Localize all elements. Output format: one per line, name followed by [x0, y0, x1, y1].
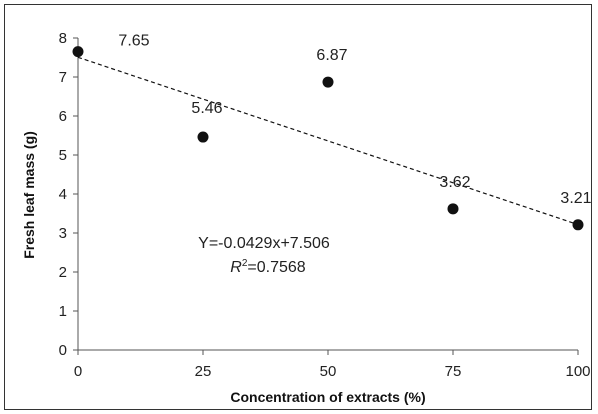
- y-tick-label: 4: [59, 186, 67, 203]
- chart-frame: [4, 4, 592, 410]
- x-tick-label: 0: [74, 363, 82, 380]
- data-label: 7.65: [118, 33, 149, 50]
- data-point: [572, 219, 584, 231]
- r-squared-superscript: 2: [242, 258, 248, 269]
- y-tick-label: 3: [59, 225, 67, 242]
- data-point: [72, 46, 84, 58]
- data-point: [447, 203, 459, 215]
- trendline-group: [77, 56, 579, 226]
- y-tick-label: 8: [59, 30, 67, 47]
- y-tick-label: 6: [59, 108, 67, 125]
- axes: 0 1 2 3 4 5 6 7 8 0 25 50 75 100: [59, 30, 591, 380]
- y-axis-title: Fresh leaf mass (g): [21, 131, 37, 259]
- r-squared-symbol: R: [230, 259, 242, 276]
- data-points: [72, 46, 584, 231]
- r-squared-label: R2=0.7568: [230, 258, 306, 276]
- y-tick-label: 2: [59, 264, 67, 281]
- y-tick-label: 7: [59, 69, 67, 86]
- x-tick-label: 100: [565, 363, 590, 380]
- data-point: [197, 131, 209, 143]
- x-tick-label: 75: [445, 363, 462, 380]
- y-tick-label: 0: [59, 342, 67, 359]
- data-label: 6.87: [316, 47, 347, 64]
- data-label: 3.62: [439, 174, 470, 191]
- x-axis-title: Concentration of extracts (%): [230, 389, 425, 405]
- y-tick-label: 5: [59, 147, 67, 164]
- data-labels: 7.65 5.46 6.87 3.62 3.21: [118, 33, 591, 207]
- trendline-equation: Y=-0.0429x+7.506: [198, 235, 330, 252]
- y-tick-label: 1: [59, 303, 67, 320]
- data-label: 5.46: [191, 100, 222, 117]
- trendline: [77, 56, 579, 226]
- data-label: 3.21: [560, 190, 591, 207]
- r-squared-value: =0.7568: [247, 259, 305, 276]
- x-tick-label: 50: [320, 363, 337, 380]
- x-tick-label: 25: [195, 363, 212, 380]
- data-point: [322, 76, 334, 88]
